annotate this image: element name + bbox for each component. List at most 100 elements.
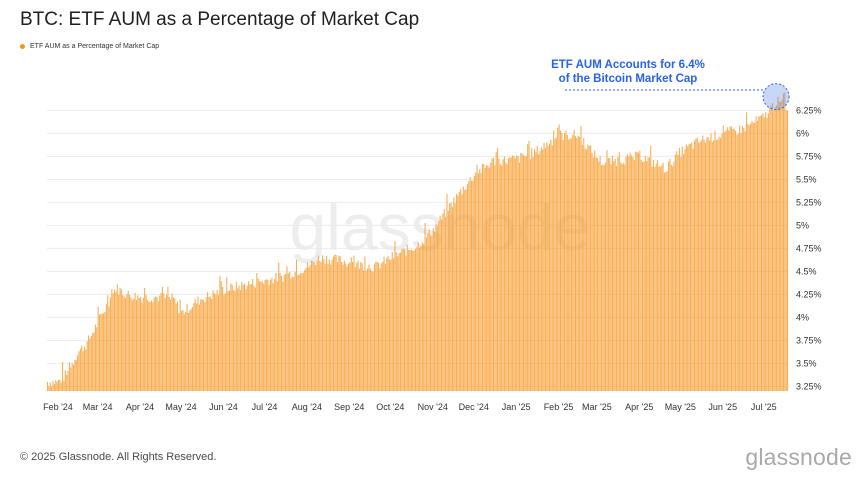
- bar: [362, 270, 365, 391]
- bar: [487, 165, 489, 391]
- bar: [629, 152, 631, 391]
- bar: [312, 261, 314, 391]
- bar: [280, 275, 282, 391]
- bar: [167, 286, 169, 391]
- bar: [386, 258, 388, 391]
- bar: [111, 289, 113, 391]
- bar: [584, 148, 586, 391]
- bar: [475, 172, 477, 391]
- bar: [688, 144, 690, 391]
- bar: [457, 195, 459, 391]
- bar: [115, 292, 117, 391]
- bar: [488, 167, 490, 391]
- bar: [546, 142, 548, 391]
- bar: [152, 302, 154, 391]
- y-tick-label: 5.25%: [796, 197, 822, 207]
- bar: [471, 180, 473, 391]
- bar: [393, 258, 395, 391]
- bar: [238, 285, 240, 391]
- bar: [725, 130, 727, 392]
- bar: [213, 293, 215, 391]
- bar: [156, 296, 158, 391]
- bar: [324, 263, 326, 391]
- bar: [715, 139, 717, 391]
- bar: [365, 270, 367, 391]
- bar: [308, 267, 310, 391]
- bar: [509, 156, 511, 391]
- bar: [557, 127, 559, 392]
- bar: [155, 296, 157, 391]
- bar: [550, 139, 552, 391]
- y-tick-label: 4.75%: [796, 243, 822, 253]
- bar: [744, 131, 746, 391]
- bar: [327, 263, 329, 391]
- bar: [722, 125, 724, 391]
- bar: [317, 255, 319, 391]
- bar: [740, 133, 742, 391]
- bar: [372, 271, 374, 391]
- bar: [181, 311, 183, 391]
- bar: [438, 221, 440, 391]
- bar: [326, 256, 328, 391]
- bar: [257, 278, 259, 391]
- bar: [395, 252, 397, 391]
- bar: [391, 252, 393, 391]
- bar: [350, 257, 352, 391]
- bar: [57, 379, 60, 391]
- bar: [330, 264, 332, 391]
- bar: [254, 287, 256, 391]
- bar: [166, 294, 168, 391]
- bar: [48, 386, 50, 391]
- bar: [596, 157, 598, 391]
- bar: [81, 345, 83, 391]
- bar: [721, 133, 723, 391]
- bar: [620, 162, 622, 391]
- bar: [718, 136, 720, 391]
- bar: [719, 137, 722, 391]
- bar: [602, 164, 604, 391]
- bar: [335, 255, 337, 391]
- bar: [506, 163, 508, 391]
- bar: [130, 297, 132, 391]
- bar: [397, 256, 399, 391]
- bar: [733, 128, 735, 391]
- bar: [215, 294, 217, 391]
- bar: [369, 268, 371, 391]
- bar: [728, 130, 730, 391]
- bar: [421, 242, 423, 391]
- bar: [736, 134, 738, 392]
- bar: [204, 302, 206, 391]
- bar: [193, 302, 195, 391]
- bar: [228, 290, 231, 391]
- bar: [473, 175, 475, 391]
- bar: [529, 159, 531, 391]
- bar: [368, 264, 370, 391]
- bar: [472, 180, 474, 391]
- bar: [687, 146, 689, 391]
- bar: [282, 281, 284, 391]
- bar: [555, 137, 557, 391]
- bar: [659, 166, 661, 391]
- bar: [420, 246, 422, 391]
- x-tick-label: Mar '24: [83, 402, 113, 412]
- bar: [233, 289, 235, 391]
- bar: [376, 261, 378, 391]
- bar: [751, 121, 753, 391]
- bar: [513, 156, 515, 391]
- annotation-callout: ETF AUM Accounts for 6.4% of the Bitcoin…: [538, 58, 718, 86]
- bar: [592, 157, 594, 391]
- bar: [588, 145, 590, 391]
- bar: [354, 266, 356, 391]
- bar: [86, 341, 88, 391]
- bar: [339, 256, 341, 391]
- bar: [652, 160, 655, 391]
- bar: [533, 149, 536, 391]
- bar: [328, 259, 330, 391]
- bar: [146, 299, 148, 391]
- bar: [145, 294, 147, 391]
- bar: [663, 172, 665, 391]
- bar: [650, 145, 652, 391]
- x-tick-label: Jan '25: [502, 402, 531, 412]
- bar: [750, 123, 752, 391]
- bar: [574, 136, 577, 391]
